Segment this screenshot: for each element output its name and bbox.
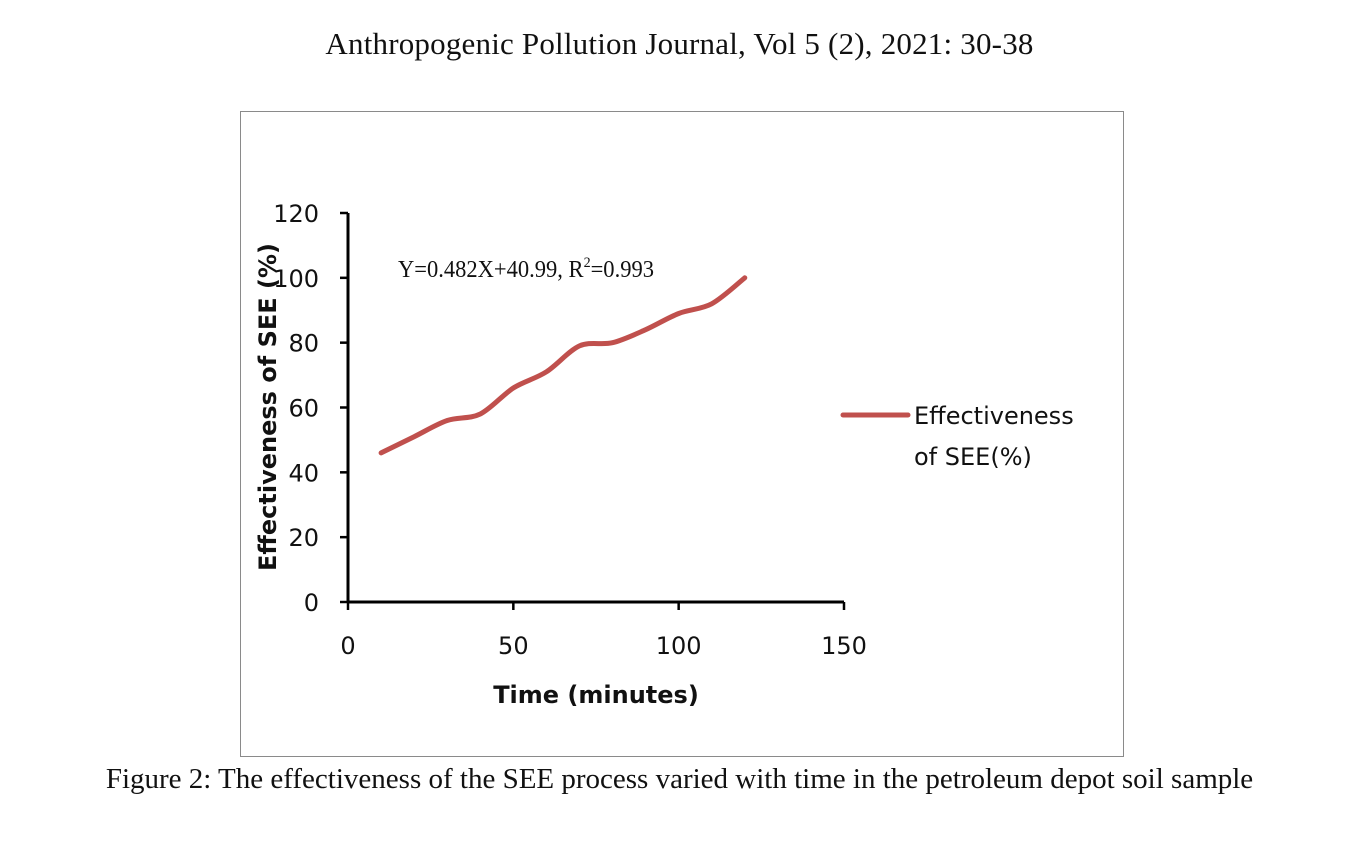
x-axis-ticks: 0 50 100 150 xyxy=(340,602,867,660)
journal-header: Anthropogenic Pollution Journal, Vol 5 (… xyxy=(325,26,1034,61)
y-axis-title: Effectiveness of SEE (%) xyxy=(254,243,282,571)
x-tick-label: 100 xyxy=(656,632,702,660)
y-tick-label: 20 xyxy=(288,524,319,552)
series-layer xyxy=(378,275,748,456)
y-tick-label: 60 xyxy=(288,395,319,423)
x-axis-title: Time (minutes) xyxy=(493,681,699,709)
equation-tail: =0.993 xyxy=(591,257,654,283)
y-tick-label: 120 xyxy=(273,200,319,228)
equation-main: Y=0.482X+40.99, R xyxy=(398,257,584,283)
y-tick-label: 40 xyxy=(288,459,319,487)
x-tick-label: 50 xyxy=(498,632,529,660)
y-tick-label: 80 xyxy=(288,330,319,358)
equation-superscript: 2 xyxy=(584,255,591,271)
x-tick-label: 150 xyxy=(821,632,867,660)
chart-legend: Effectiveness of SEE(%) xyxy=(840,402,1074,471)
x-tick-label: 0 xyxy=(340,632,355,660)
y-tick-label: 100 xyxy=(273,265,319,293)
legend-label-line1: Effectiveness xyxy=(914,402,1074,430)
regression-equation: Y=0.482X+40.99, R2=0.993 xyxy=(398,255,654,283)
y-tick-label: 0 xyxy=(304,589,319,617)
legend-label-line2: of SEE(%) xyxy=(914,443,1032,471)
figure-caption: Figure 2: The effectiveness of the SEE p… xyxy=(105,763,1254,795)
series-line xyxy=(378,275,748,456)
y-axis-ticks: 0 20 40 60 80 100 120 xyxy=(273,200,348,617)
figure-frame xyxy=(240,111,1124,757)
